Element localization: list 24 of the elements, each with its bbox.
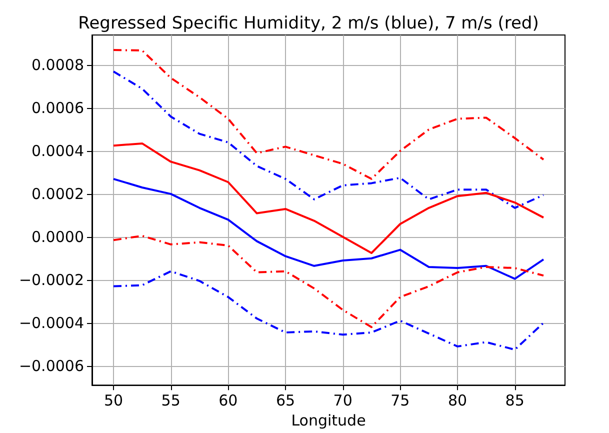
y-tick-label: 0.0002 (32, 184, 84, 203)
y-tick-label: −0.0006 (18, 356, 84, 375)
chart-title: Regressed Specific Humidity, 2 m/s (blue), 7 m/s (red) (78, 14, 539, 34)
x-axis-title: Longitude (291, 412, 366, 430)
y-tick-label: 0.0004 (32, 142, 84, 160)
line-series (112, 178, 544, 280)
x-tick-label: 60 (218, 392, 238, 410)
x-tick-label: 75 (390, 392, 410, 410)
line-series (112, 234, 544, 328)
y-tick-label: 0.0000 (32, 228, 84, 246)
x-tick-label: 65 (276, 392, 296, 410)
y-tick-label: −0.0004 (18, 314, 84, 332)
y-tick-label: 0.0008 (32, 56, 84, 74)
line-series (112, 49, 544, 180)
line-series (112, 70, 544, 209)
x-tick-label: 80 (448, 392, 468, 410)
x-tick-label: 55 (161, 392, 180, 410)
line-series (112, 270, 544, 351)
x-tick-label: 50 (104, 392, 124, 410)
y-tick-label: −0.0002 (18, 270, 84, 289)
line-series (112, 142, 544, 254)
y-tick-label: 0.0006 (32, 99, 84, 118)
x-tick-label: 70 (333, 392, 352, 410)
x-tick-label: 85 (505, 392, 524, 410)
